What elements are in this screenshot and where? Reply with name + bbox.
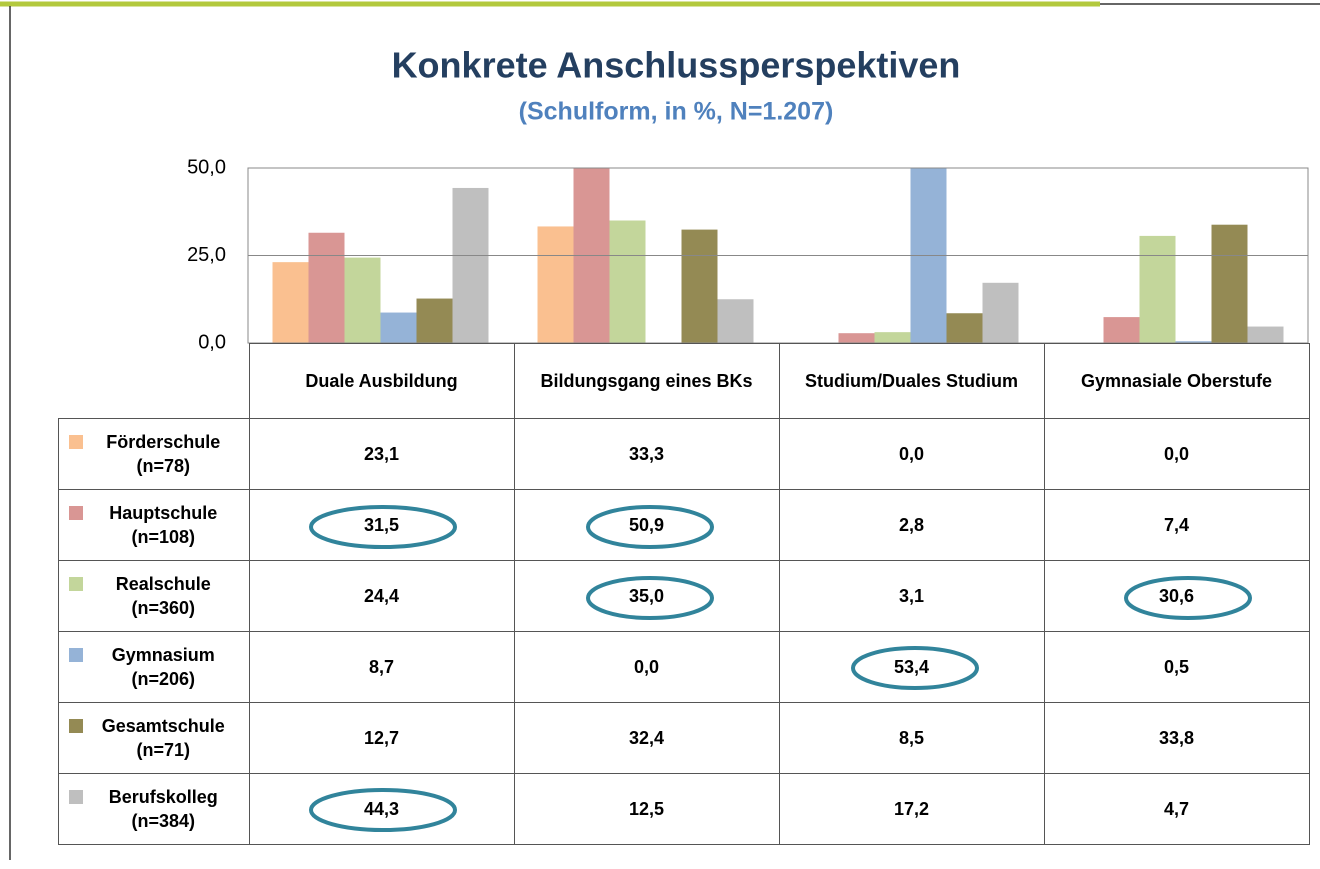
bar <box>946 313 983 343</box>
value-cell: 24,4 <box>248 560 515 632</box>
value-cell: 32,4 <box>513 702 780 774</box>
bar <box>537 226 574 343</box>
table-row: Hauptschule (n=108) 31,5 50,9 2,8 7,4 <box>58 489 1310 561</box>
bar <box>308 232 345 343</box>
legend-entry: Gesamtschule (n=71) <box>63 714 245 762</box>
bar <box>380 312 417 343</box>
legend-label: Berufskolleg (n=384) <box>108 787 218 831</box>
chart-subtitle: (Schulform, in %, N=1.207) <box>519 98 834 126</box>
legend-cell: Realschule (n=360) <box>58 560 250 632</box>
table-row: Gesamtschule (n=71) 12,7 32,4 8,5 33,8 <box>58 702 1310 774</box>
legend-swatch <box>69 435 84 449</box>
y-tick-label: 50,0 <box>187 156 226 178</box>
bar <box>609 220 646 343</box>
value-cell: 12,7 <box>248 702 515 774</box>
bar <box>573 168 610 343</box>
table-row: Förderschule (n=78) 23,1 33,3 0,0 0,0 <box>58 418 1310 490</box>
legend-swatch <box>69 790 84 804</box>
value-cell: 17,2 <box>778 773 1045 845</box>
value-cell: 44,3 <box>248 773 515 845</box>
value-cell: 33,3 <box>513 418 780 490</box>
bar <box>1175 341 1212 343</box>
category-label: Duale Ausbildung <box>248 343 515 419</box>
value-cell: 53,4 <box>778 631 1045 703</box>
value-cell: 50,9 <box>513 489 780 561</box>
legend-entry: Hauptschule (n=108) <box>63 501 245 549</box>
bar <box>272 262 309 343</box>
value-cell: 0,0 <box>1043 418 1310 490</box>
table-row: Realschule (n=360) 24,4 35,0 3,1 30,6 <box>58 560 1310 632</box>
y-tick-label: 25,0 <box>187 244 226 266</box>
legend-entry: Gymnasium (n=206) <box>63 643 245 691</box>
bar <box>717 299 754 343</box>
legend-swatch <box>69 506 84 520</box>
legend-cell: Förderschule (n=78) <box>58 418 250 490</box>
category-label: Bildungsgang eines BKs <box>513 343 780 419</box>
value-cell: 30,6 <box>1043 560 1310 632</box>
bar <box>1139 235 1176 343</box>
legend-label: Gesamtschule (n=71) <box>101 716 225 760</box>
table-row: Gymnasium (n=206) 8,7 0,0 53,4 0,5 <box>58 631 1310 703</box>
value-cell: 0,5 <box>1043 631 1310 703</box>
bar <box>344 257 381 343</box>
value-cell: 4,7 <box>1043 773 1310 845</box>
legend-cell: Hauptschule (n=108) <box>58 489 250 561</box>
table-row: Berufskolleg (n=384) 44,3 12,5 17,2 4,7 <box>58 773 1310 845</box>
value-cell: 3,1 <box>778 560 1045 632</box>
legend-entry: Berufskolleg (n=384) <box>63 785 245 833</box>
legend-entry: Förderschule (n=78) <box>63 430 245 478</box>
bar <box>452 187 489 343</box>
header-row: Duale Ausbildung Bildungsgang eines BKs St… <box>58 343 1310 419</box>
bar <box>1211 224 1248 343</box>
legend-swatch <box>69 577 84 591</box>
legend-label: Realschule (n=360) <box>115 574 211 618</box>
bar <box>910 168 947 343</box>
bar <box>681 229 718 343</box>
bar <box>416 298 453 343</box>
value-cell: 7,4 <box>1043 489 1310 561</box>
legend-label: Förderschule (n=78) <box>106 432 221 476</box>
legend-swatch <box>69 648 84 662</box>
corner-cell <box>58 343 250 419</box>
value-cell: 0,0 <box>513 631 780 703</box>
legend-label: Hauptschule (n=108) <box>109 503 218 547</box>
category-label: Studium/Duales Studium <box>778 343 1045 419</box>
value-cell: 8,5 <box>778 702 1045 774</box>
value-cell: 8,7 <box>248 631 515 703</box>
data-table: Duale Ausbildung Bildungsgang eines BKs St… <box>58 343 1310 845</box>
bar <box>1103 317 1140 343</box>
value-cell: 33,8 <box>1043 702 1310 774</box>
value-cell: 23,1 <box>248 418 515 490</box>
legend-cell: Gymnasium (n=206) <box>58 631 250 703</box>
value-cell: 35,0 <box>513 560 780 632</box>
bar <box>838 333 875 343</box>
value-cell: 2,8 <box>778 489 1045 561</box>
legend-swatch <box>69 719 84 733</box>
bar <box>982 282 1019 343</box>
category-label: Gymnasiale Oberstufe <box>1043 343 1310 419</box>
value-cell: 12,5 <box>513 773 780 845</box>
legend-label: Gymnasium (n=206) <box>111 645 215 689</box>
value-cell: 0,0 <box>778 418 1045 490</box>
bar <box>1247 326 1284 343</box>
bar <box>874 332 911 343</box>
chart-title: Konkrete Anschlussperspektiven <box>392 45 961 86</box>
legend-entry: Realschule (n=360) <box>63 572 245 620</box>
legend-cell: Gesamtschule (n=71) <box>58 702 250 774</box>
value-cell: 31,5 <box>248 489 515 561</box>
legend-cell: Berufskolleg (n=384) <box>58 773 250 845</box>
